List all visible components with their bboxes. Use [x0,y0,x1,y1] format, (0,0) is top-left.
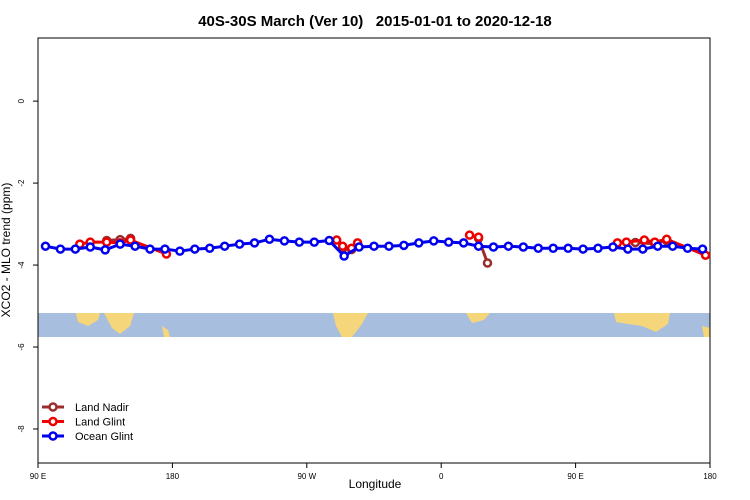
data-point [279,236,290,246]
data-point [638,244,648,254]
data-point [337,241,348,251]
y-axis-label: XCO2 - MLO trend (ppm) [0,183,13,318]
data-point [428,236,439,246]
data-point [458,238,469,248]
data-point [482,258,493,268]
land-shape [333,313,368,337]
land-shape [76,313,100,326]
data-point [70,244,81,254]
legend-marker [48,431,58,441]
data-point [667,241,678,251]
data-point [130,241,140,251]
data-point [399,240,409,251]
data-point [249,238,260,248]
legend-label: Ocean Glint [75,431,133,443]
data-point [294,237,305,247]
data-point [608,242,618,252]
data-point [331,235,342,245]
data-point [464,230,475,240]
data-point [697,244,708,254]
legend-label: Land Glint [75,417,125,429]
data-point [145,244,155,254]
land-shape [702,326,710,337]
ocean-band [38,313,710,337]
data-point [652,241,663,251]
x-tick-label: 180 [703,472,717,481]
data-point [578,244,588,254]
data-point [473,241,484,251]
data-point [533,243,544,253]
data-point [324,235,334,246]
data-point [639,235,650,245]
data-point [503,241,514,251]
data-point [488,242,499,252]
data-point [593,243,603,253]
data-point [384,241,394,251]
data-point [204,243,215,253]
y-tick-label: -8 [17,425,26,433]
chart-title: 40S-30S March (Ver 10) 2015-01-01 to 202… [198,13,552,30]
y-tick-label: -2 [17,179,26,187]
data-point [548,243,558,253]
data-point [443,237,454,247]
data-point [339,251,349,261]
land-shape [466,313,490,323]
data-point [473,232,484,242]
land-shape [162,326,170,337]
x-tick-label: 90 E [567,472,583,481]
x-tick-label: 180 [166,472,180,481]
legend-label: Land Nadir [75,402,129,414]
data-point [115,239,125,249]
data-point [219,241,230,251]
x-axis-label: Longitude [349,477,402,491]
legend-marker [48,416,58,427]
land-shape [104,313,134,334]
data-point [563,243,573,253]
legend-marker [48,402,58,412]
data-point [682,243,693,253]
land-shape [614,313,670,332]
data-point [309,237,320,247]
data-point [160,244,170,254]
data-point [100,245,110,255]
data-point [518,242,529,252]
legend: Land Nadir Land Glint Ocean Glint [42,402,133,443]
plot-frame [37,37,711,464]
data-point [125,235,136,245]
data-point [55,244,66,254]
data-point [414,238,424,248]
data-point [175,246,185,256]
y-tick-label: 0 [17,98,26,103]
map-strip [38,313,710,337]
x-tick-label: 90 E [30,472,46,481]
data-point [101,237,112,247]
data-point [369,241,379,251]
y-tick-label: -6 [17,343,26,351]
x-tick-label: 0 [439,472,444,481]
x-tick-label: 90 W [297,472,316,481]
data-point [190,244,200,254]
y-tick-label: -4 [17,261,26,269]
data-point [354,242,364,252]
data-point [264,234,275,244]
data-point [623,244,633,254]
data-point [40,241,51,251]
data-point [85,242,96,252]
data-point [661,234,672,244]
data-point [234,239,245,249]
